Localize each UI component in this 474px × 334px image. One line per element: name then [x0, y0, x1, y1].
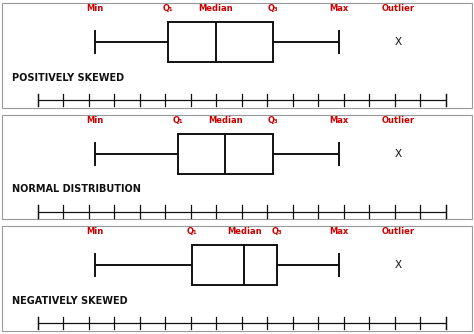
- Text: Q₁: Q₁: [187, 227, 197, 236]
- Text: Max: Max: [329, 116, 348, 125]
- Text: Q₁: Q₁: [173, 116, 183, 125]
- Text: Outlier: Outlier: [382, 227, 415, 236]
- Text: Median: Median: [208, 116, 243, 125]
- Text: X: X: [394, 260, 402, 270]
- Text: Min: Min: [86, 4, 103, 13]
- Text: Q₃: Q₃: [267, 4, 278, 13]
- Text: Q₁: Q₁: [163, 4, 173, 13]
- Text: Max: Max: [329, 4, 348, 13]
- Text: Q₃: Q₃: [272, 227, 283, 236]
- Text: X: X: [394, 149, 402, 159]
- Text: Max: Max: [329, 227, 348, 236]
- Text: NORMAL DISTRIBUTION: NORMAL DISTRIBUTION: [12, 184, 141, 194]
- Bar: [192, 245, 277, 285]
- Bar: [178, 134, 273, 174]
- Text: NEGATIVELY SKEWED: NEGATIVELY SKEWED: [12, 296, 128, 306]
- Text: Q₃: Q₃: [267, 116, 278, 125]
- Text: Min: Min: [86, 227, 103, 236]
- Text: Median: Median: [198, 4, 233, 13]
- Text: POSITIVELY SKEWED: POSITIVELY SKEWED: [12, 73, 124, 83]
- Text: Min: Min: [86, 116, 103, 125]
- Text: Outlier: Outlier: [382, 116, 415, 125]
- Bar: [168, 22, 273, 62]
- Text: X: X: [394, 37, 402, 47]
- Text: Median: Median: [227, 227, 262, 236]
- Text: Outlier: Outlier: [382, 4, 415, 13]
